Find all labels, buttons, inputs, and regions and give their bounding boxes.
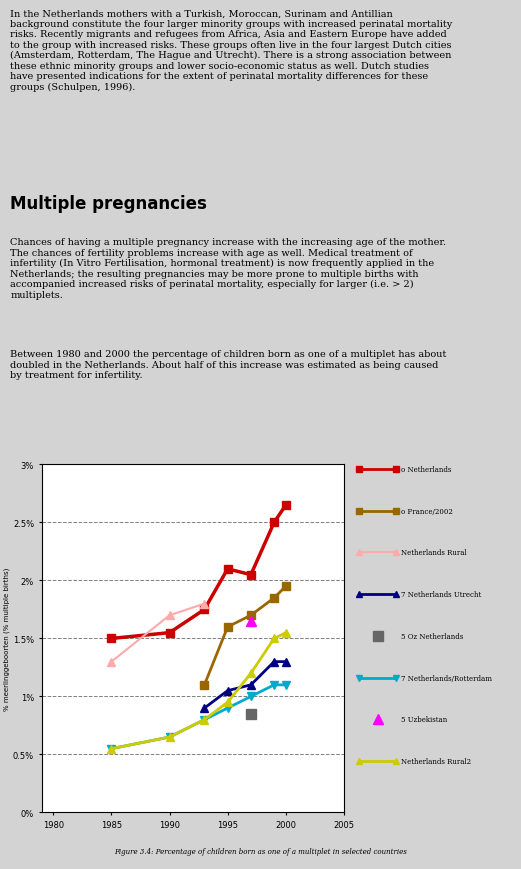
- Text: Between 1980 and 2000 the percentage of children born as one of a multiplet has : Between 1980 and 2000 the percentage of …: [10, 350, 447, 380]
- Text: Multiple pregnancies: Multiple pregnancies: [10, 195, 207, 212]
- Text: Netherlands Rural: Netherlands Rural: [401, 548, 467, 557]
- Text: Figure 3.4: Percentage of children born as one of a multiplet in selected countr: Figure 3.4: Percentage of children born …: [114, 847, 407, 855]
- Text: Netherlands Rural2: Netherlands Rural2: [401, 757, 472, 766]
- Text: 5 Oz Netherlands: 5 Oz Netherlands: [401, 632, 463, 640]
- Y-axis label: % meerlinggeboorten (% multiple births): % meerlinggeboorten (% multiple births): [4, 567, 10, 710]
- Text: Chances of having a multiple pregnancy increase with the increasing age of the m: Chances of having a multiple pregnancy i…: [10, 238, 446, 299]
- Text: o Netherlands: o Netherlands: [401, 465, 452, 474]
- Text: 5 Uzbekistan: 5 Uzbekistan: [401, 715, 448, 724]
- Text: 7 Netherlands Utrecht: 7 Netherlands Utrecht: [401, 590, 481, 599]
- Text: In the Netherlands mothers with a Turkish, Moroccan, Surinam and Antillian
backg: In the Netherlands mothers with a Turkis…: [10, 10, 453, 91]
- Text: o France/2002: o France/2002: [401, 507, 453, 515]
- Text: 7 Netherlands/Rotterdam: 7 Netherlands/Rotterdam: [401, 673, 492, 682]
